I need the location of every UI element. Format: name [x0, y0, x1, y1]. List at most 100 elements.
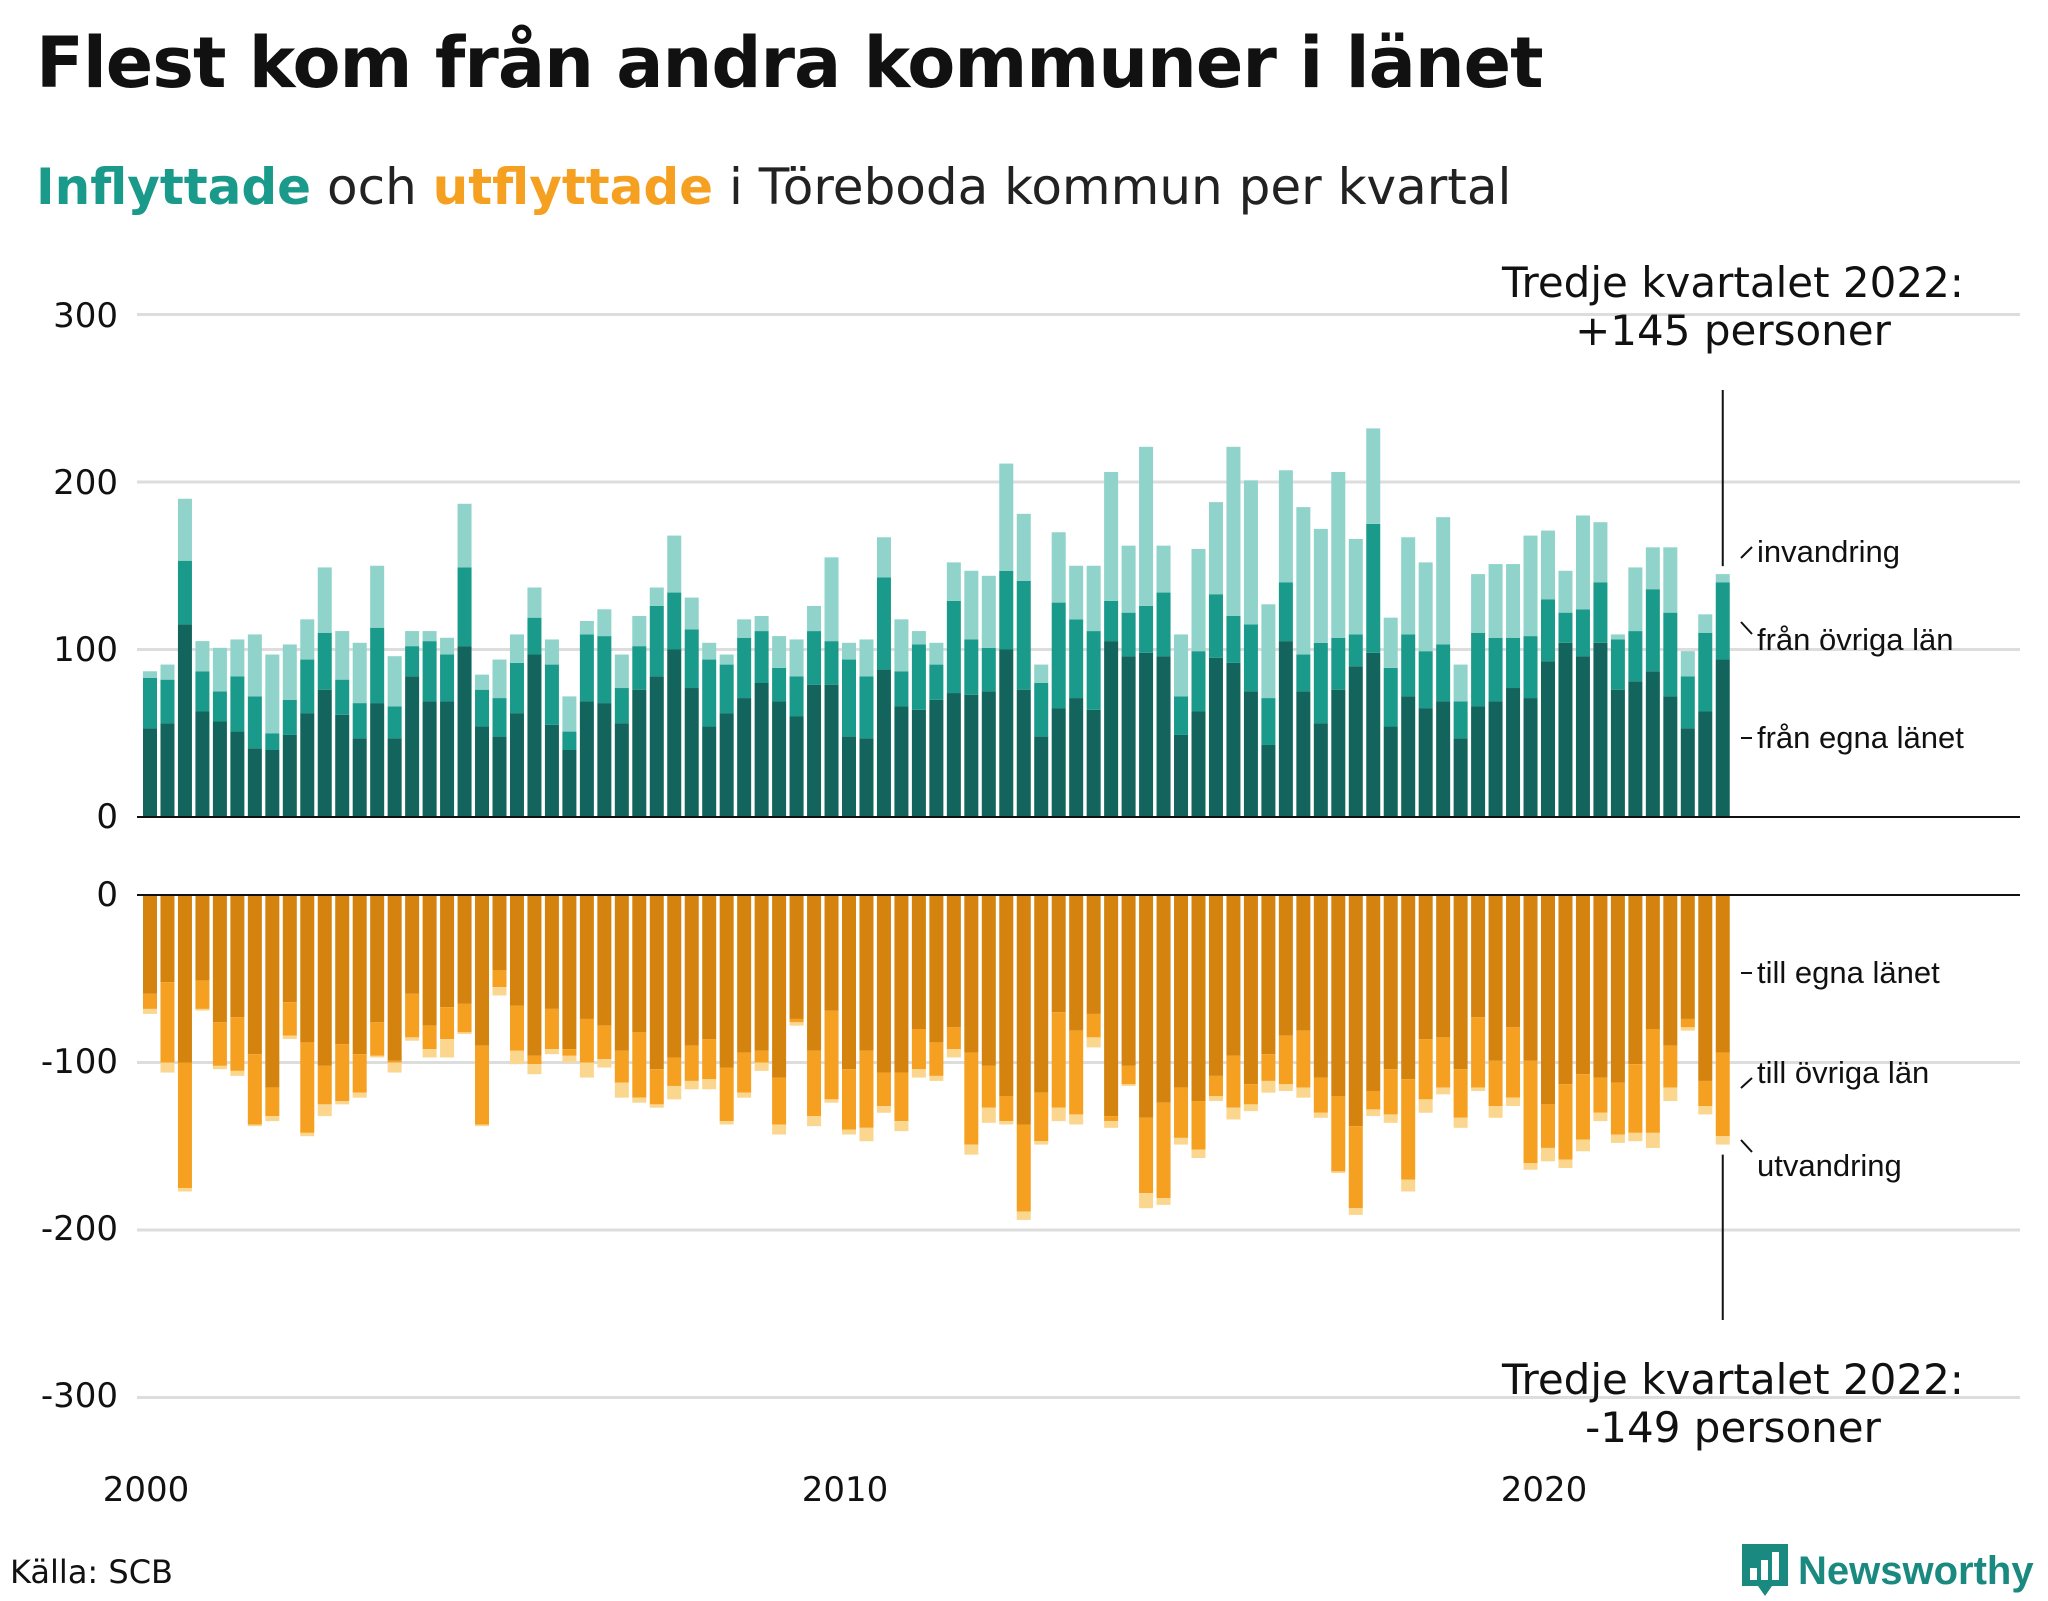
bar-out-egna: [1208, 895, 1223, 1076]
bar-out-egna: [1715, 895, 1730, 1053]
bar-out-ovriga: [1208, 1075, 1223, 1096]
bar-in-egna: [1593, 642, 1608, 817]
bar-out-ovriga: [684, 1045, 699, 1081]
bar-out-egna: [1156, 895, 1171, 1103]
bar-out-ovriga: [387, 1060, 402, 1063]
bar-out-egna: [719, 895, 734, 1068]
bar-out-egna: [1278, 895, 1293, 1036]
bar-out-ovriga: [859, 1050, 874, 1128]
bar-in-egna: [492, 736, 507, 817]
bar-in-invandring: [999, 463, 1014, 571]
bar-out-egna: [405, 895, 420, 994]
y-tick-100: 100: [53, 630, 118, 670]
bar-in-ovriga: [1348, 634, 1363, 667]
bar-in-egna: [1296, 691, 1311, 817]
bar-in-invandring: [667, 535, 682, 593]
bar-in-invandring: [842, 642, 856, 660]
y-tick-200: 200: [53, 463, 118, 503]
bar-out-ovriga: [1261, 1054, 1276, 1081]
bar-out-ovriga: [422, 1025, 437, 1050]
bar-out-ovriga: [212, 1022, 227, 1066]
bar-in-ovriga: [1261, 698, 1276, 745]
bar-in-egna: [387, 738, 402, 817]
bar-in-egna: [282, 734, 297, 817]
bar-in-invandring: [422, 631, 437, 642]
bar-out-ovriga: [1348, 1126, 1363, 1209]
bar-in-invandring: [1575, 515, 1590, 610]
chart-subtitle: Inflyttade och utflyttade i Töreboda kom…: [36, 158, 1511, 216]
bar-in-invandring: [1698, 614, 1713, 633]
bar-out-egna: [1243, 895, 1258, 1085]
bar-out-utvandring: [981, 1107, 996, 1123]
bar-in-egna: [684, 688, 699, 817]
bar-out-ovriga: [824, 1010, 839, 1100]
bar-out-utvandring: [1401, 1179, 1416, 1192]
bar-in-invandring: [1086, 565, 1101, 632]
bar-in-ovriga: [1698, 632, 1713, 712]
bar-out-ovriga: [1471, 1017, 1486, 1088]
x-tick-2010: 2010: [802, 1470, 889, 1510]
bar-in-egna: [1034, 736, 1049, 817]
y-tick-0-top: 0: [96, 797, 118, 837]
bar-in-ovriga: [143, 677, 157, 729]
bar-in-ovriga: [719, 664, 734, 714]
label-utvandring: utvandring: [1757, 1148, 1902, 1183]
bar-out-egna: [1139, 895, 1154, 1118]
bar-in-ovriga: [475, 689, 490, 727]
bar-in-ovriga: [737, 637, 752, 699]
bar-out-egna: [1663, 895, 1678, 1046]
bar-out-egna: [492, 895, 507, 971]
bar-out-egna: [562, 895, 577, 1050]
bar-in-ovriga: [282, 699, 297, 735]
bar-out-egna: [1698, 895, 1713, 1081]
bar-out-egna: [422, 895, 437, 1026]
bar-out-ovriga: [1366, 1090, 1381, 1110]
bar-out-utvandring: [1383, 1114, 1398, 1123]
bar-in-egna: [370, 703, 385, 817]
bar-in-egna: [1243, 691, 1258, 817]
bar-in-ovriga: [1663, 612, 1678, 697]
bar-in-egna: [265, 750, 280, 817]
axes: [137, 390, 2020, 1320]
bars-inflyttade: [143, 428, 1730, 817]
bar-out-egna: [265, 895, 280, 1088]
bar-in-ovriga: [859, 676, 874, 739]
bar-in-invandring: [859, 639, 874, 677]
bar-in-egna: [509, 713, 524, 817]
bar-in-invandring: [737, 619, 752, 638]
bar-out-ovriga: [562, 1049, 577, 1056]
bar-in-ovriga: [1418, 651, 1433, 709]
bar-in-invandring: [527, 587, 542, 618]
bar-in-invandring: [1541, 530, 1555, 600]
bar-out-egna: [160, 895, 175, 983]
bar-out-ovriga: [1645, 1029, 1660, 1133]
bar-out-ovriga: [1558, 1084, 1573, 1160]
bar-in-invandring: [1680, 651, 1695, 677]
bar-out-utvandring: [1593, 1112, 1608, 1122]
bar-in-egna: [1051, 708, 1066, 817]
bar-in-egna: [702, 726, 717, 817]
bar-in-ovriga: [702, 659, 717, 727]
bar-out-utvandring: [544, 1049, 559, 1055]
bar-in-invandring: [597, 609, 612, 637]
bar-out-ovriga: [195, 980, 210, 1009]
bar-out-egna: [1313, 895, 1328, 1078]
annotation-in-line2: +145 personer: [1575, 306, 1892, 355]
bar-in-ovriga: [754, 631, 769, 683]
bar-out-egna: [1506, 895, 1521, 1028]
bar-in-ovriga: [1016, 580, 1031, 690]
bar-out-ovriga: [1593, 1077, 1608, 1113]
bar-out-egna: [300, 895, 315, 1043]
bar-out-ovriga: [405, 993, 420, 1038]
bar-in-invandring: [1663, 547, 1678, 613]
bar-in-invandring: [1208, 502, 1223, 595]
bar-in-egna: [999, 649, 1014, 817]
bar-in-egna: [1575, 656, 1590, 817]
bar-out-ovriga: [1506, 1027, 1521, 1098]
bar-out-egna: [772, 895, 787, 1078]
bar-in-egna: [1104, 641, 1119, 817]
bar-in-egna: [1558, 642, 1573, 817]
bar-out-utvandring: [212, 1065, 227, 1070]
bar-in-ovriga: [509, 662, 524, 714]
